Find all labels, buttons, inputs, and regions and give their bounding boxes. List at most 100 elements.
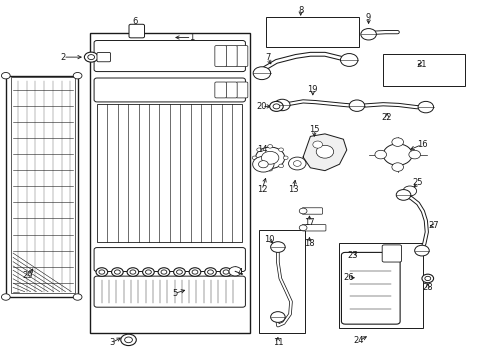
FancyBboxPatch shape [302, 208, 322, 214]
FancyBboxPatch shape [225, 46, 237, 66]
Circle shape [158, 268, 169, 276]
Text: 17: 17 [303, 217, 314, 227]
Circle shape [111, 268, 123, 276]
Text: 24: 24 [353, 336, 363, 346]
Circle shape [256, 164, 261, 168]
Circle shape [402, 186, 416, 196]
Circle shape [73, 294, 82, 300]
Bar [339, 243, 422, 328]
Circle shape [382, 144, 411, 165]
Text: 27: 27 [428, 221, 439, 230]
Circle shape [299, 225, 306, 231]
Circle shape [161, 270, 166, 274]
Text: 3: 3 [108, 338, 114, 347]
Text: 1: 1 [189, 33, 194, 42]
Circle shape [316, 145, 333, 158]
Text: 21: 21 [416, 60, 426, 69]
Circle shape [395, 190, 410, 200]
Circle shape [173, 268, 185, 276]
Text: 25: 25 [412, 178, 423, 187]
Text: 11: 11 [272, 337, 283, 347]
Polygon shape [302, 134, 346, 171]
Text: 22: 22 [381, 112, 392, 122]
Circle shape [267, 167, 272, 171]
Circle shape [189, 268, 200, 276]
Circle shape [269, 101, 283, 111]
Circle shape [88, 55, 94, 60]
Bar [258, 230, 304, 333]
Text: 2: 2 [60, 52, 65, 62]
Text: 15: 15 [308, 125, 319, 134]
FancyBboxPatch shape [236, 46, 247, 66]
Text: 12: 12 [256, 185, 267, 195]
Circle shape [424, 276, 430, 281]
Circle shape [283, 156, 287, 160]
FancyBboxPatch shape [214, 82, 226, 98]
Circle shape [252, 156, 257, 160]
Circle shape [408, 150, 420, 159]
Circle shape [348, 100, 364, 111]
Text: 28: 28 [422, 283, 432, 292]
Circle shape [228, 267, 241, 276]
Circle shape [256, 148, 261, 151]
Text: 26: 26 [342, 273, 353, 282]
Circle shape [1, 294, 10, 300]
Circle shape [253, 67, 270, 80]
FancyBboxPatch shape [302, 225, 325, 231]
Circle shape [204, 268, 216, 276]
Circle shape [207, 270, 213, 274]
Text: 20: 20 [256, 102, 267, 111]
FancyBboxPatch shape [94, 40, 245, 71]
Text: 18: 18 [303, 239, 314, 248]
Text: 14: 14 [256, 145, 267, 155]
Circle shape [130, 270, 136, 274]
Bar [11, 77, 75, 293]
Circle shape [293, 161, 301, 166]
Circle shape [1, 72, 10, 79]
Circle shape [270, 242, 285, 252]
Circle shape [84, 52, 98, 62]
Circle shape [360, 29, 376, 40]
Circle shape [270, 312, 285, 322]
Circle shape [267, 145, 272, 148]
Text: 29: 29 [23, 271, 33, 280]
Circle shape [272, 104, 279, 109]
Circle shape [299, 208, 306, 214]
Text: 4: 4 [237, 267, 242, 277]
Bar [97, 104, 242, 242]
Circle shape [145, 270, 151, 274]
Circle shape [121, 334, 136, 346]
FancyBboxPatch shape [381, 245, 401, 262]
Circle shape [192, 270, 197, 274]
Text: 7: 7 [264, 53, 270, 62]
FancyBboxPatch shape [236, 82, 247, 98]
Circle shape [127, 268, 138, 276]
FancyBboxPatch shape [225, 82, 237, 98]
FancyBboxPatch shape [129, 24, 144, 38]
Circle shape [421, 274, 433, 283]
FancyBboxPatch shape [214, 46, 226, 66]
Bar [382, 54, 464, 86]
Circle shape [142, 268, 154, 276]
Circle shape [391, 163, 403, 171]
Circle shape [114, 270, 120, 274]
Text: 13: 13 [287, 185, 298, 195]
Circle shape [414, 245, 428, 256]
FancyBboxPatch shape [94, 276, 245, 307]
Text: 10: 10 [263, 235, 274, 244]
Circle shape [278, 148, 283, 151]
Text: 16: 16 [416, 140, 426, 149]
Text: 8: 8 [297, 6, 303, 15]
Circle shape [340, 54, 357, 66]
FancyBboxPatch shape [94, 248, 245, 271]
Circle shape [312, 141, 322, 148]
Circle shape [176, 270, 182, 274]
Bar [265, 17, 358, 47]
Circle shape [417, 101, 433, 113]
Circle shape [73, 72, 82, 79]
Circle shape [288, 157, 305, 170]
Circle shape [274, 99, 289, 111]
Circle shape [124, 337, 132, 343]
Circle shape [96, 268, 107, 276]
FancyBboxPatch shape [97, 52, 110, 62]
